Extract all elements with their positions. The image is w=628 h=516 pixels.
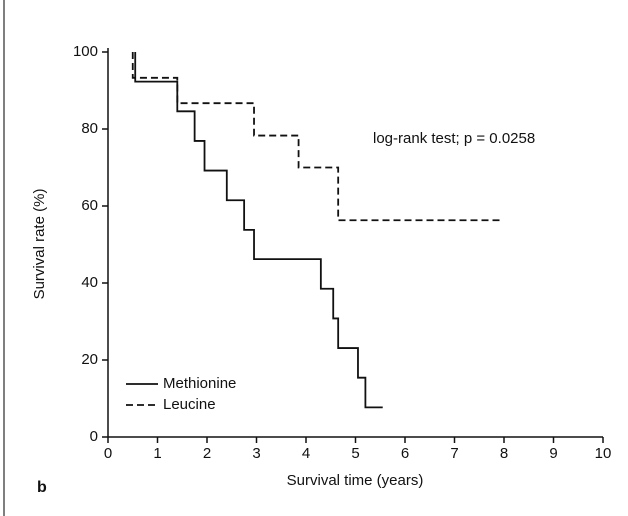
x-tick-label: 1 [153,445,161,462]
x-tick-label: 2 [203,445,211,462]
y-tick-label: 40 [81,274,98,291]
x-tick-label: 9 [549,445,557,462]
y-tick-label: 80 [81,120,98,137]
survival-curve [131,52,502,222]
y-tick-label: 100 [73,43,98,60]
x-tick-label: 7 [450,445,458,462]
annotation: log-rank test; p = 0.0258 [373,130,535,147]
x-tick-label: 6 [401,445,409,462]
legend-label: Methionine [163,375,236,392]
y-axis-label: Survival rate (%) [31,189,48,300]
x-tick-label: 5 [351,445,359,462]
x-tick-label: 10 [595,445,612,462]
x-tick-label: 4 [302,445,310,462]
x-tick-label: 3 [252,445,260,462]
survival-curve [134,52,383,409]
y-tick-label: 20 [81,351,98,368]
y-tick-label: 60 [81,197,98,214]
x-tick-label: 0 [104,445,112,462]
legend-label: Leucine [163,396,216,413]
y-tick-label: 0 [90,428,98,445]
x-axis-label: Survival time (years) [287,472,424,489]
x-tick-label: 8 [500,445,508,462]
panel-label: b [37,479,47,496]
